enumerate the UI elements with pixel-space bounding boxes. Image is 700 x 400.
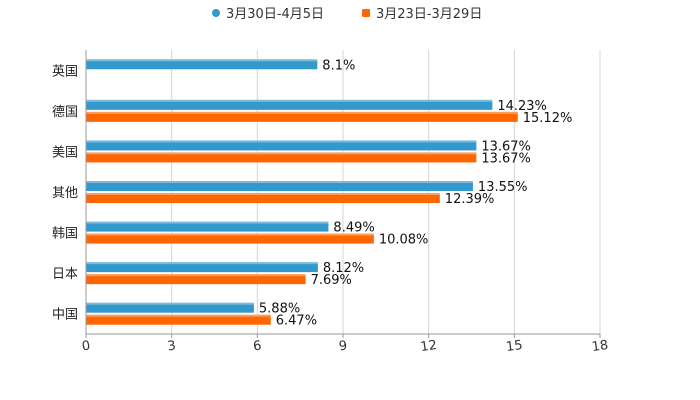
legend-item[interactable]: 3月23日-3月29日 <box>362 7 482 22</box>
tick-label: 12 <box>419 338 437 355</box>
data-label: 8.1% <box>322 58 355 73</box>
data-label: 15.12% <box>523 111 573 126</box>
bar <box>86 314 271 325</box>
data-label: 13.67% <box>481 139 531 154</box>
bar-highlight <box>86 59 318 62</box>
tick-label: 3 <box>167 338 177 354</box>
bar-highlight <box>86 140 477 143</box>
tick-label: 18 <box>591 338 609 355</box>
bar <box>86 302 254 313</box>
category-label: 英国 <box>52 64 78 79</box>
grid-lines <box>85 50 601 334</box>
bar-highlight <box>86 302 254 305</box>
category-label: 日本 <box>52 267 78 282</box>
bar <box>86 181 473 191</box>
data-label: 8.12% <box>323 261 364 276</box>
legend-marker-icon <box>212 9 220 17</box>
data-label: 10.08% <box>379 233 429 248</box>
x-axis-ticks: 0 3 6 9 12 15 18 <box>81 50 609 355</box>
data-label: 13.55% <box>478 180 528 195</box>
category-label: 韩国 <box>52 227 78 242</box>
bar <box>86 140 477 151</box>
category-label: 中国 <box>52 308 78 323</box>
bar-highlight <box>86 233 374 236</box>
bar <box>86 59 318 70</box>
data-label: 14.23% <box>497 99 547 114</box>
data-label: 7.69% <box>311 273 352 288</box>
tick-label: 0 <box>81 338 91 354</box>
bar-highlight <box>86 152 477 155</box>
data-label: 12.39% <box>445 192 495 207</box>
bar-highlight <box>86 111 518 114</box>
legend-item[interactable]: 3月30日-4月5日 <box>212 7 324 22</box>
category-label: 德国 <box>52 105 78 120</box>
tick-label: 9 <box>338 338 348 354</box>
bar <box>86 99 493 110</box>
bar-highlight <box>86 181 473 183</box>
data-label: 13.67% <box>481 151 531 166</box>
bar-highlight <box>86 314 271 317</box>
tick-label: 6 <box>252 338 262 354</box>
bars: 8.1% 14.23%15.12% 13.67%13.67% 13.55%12.39%… <box>86 58 573 329</box>
data-label: 6.47% <box>276 314 317 329</box>
bar-highlight <box>86 193 440 195</box>
bar <box>86 233 374 244</box>
bar-highlight <box>86 99 493 102</box>
bar <box>86 274 306 285</box>
legend-label: 3月23日-3月29日 <box>376 7 482 22</box>
bar <box>86 262 318 273</box>
legend-label: 3月30日-4月5日 <box>226 7 324 22</box>
legend: 3月30日-4月5日 3月23日-3月29日 <box>212 7 482 22</box>
tick-label: 15 <box>505 338 523 355</box>
bar-highlight <box>86 274 306 277</box>
category-label: 其他 <box>52 186 78 201</box>
bar-highlight <box>86 221 329 224</box>
bar-highlight <box>86 262 318 265</box>
bar <box>86 152 477 163</box>
bar <box>86 193 440 203</box>
data-label: 5.88% <box>259 302 300 317</box>
legend-marker-icon <box>362 9 370 17</box>
bar <box>86 111 518 122</box>
data-label: 8.49% <box>333 221 374 236</box>
bar <box>86 221 329 232</box>
category-label: 美国 <box>52 145 78 160</box>
